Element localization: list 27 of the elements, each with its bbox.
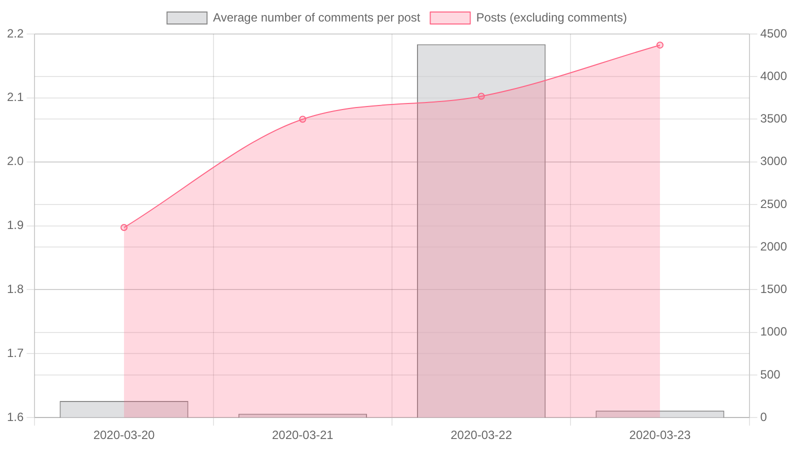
point — [656, 42, 664, 49]
y2-tick-label: 1000 — [760, 324, 788, 339]
point — [478, 92, 485, 100]
y2-tick-label: 500 — [760, 367, 781, 382]
legend-label: Average number of comments per post — [213, 10, 421, 24]
y2-tick-label: 1500 — [760, 282, 788, 296]
y-tick-label: 1.6 — [6, 410, 24, 424]
y-tick-label: 1.9 — [6, 218, 24, 232]
x-tick-label: 2020-03-22 — [450, 428, 512, 442]
y2-tick-label: 3500 — [760, 112, 788, 126]
y-tick-label: 2.2 — [6, 26, 24, 40]
point — [120, 224, 128, 232]
y-tick-label: 1.7 — [6, 346, 24, 360]
y2-tick-label: 2000 — [760, 239, 788, 254]
y2-tick-label: 3000 — [760, 154, 788, 168]
y-tick-label: 1.8 — [6, 282, 24, 296]
legend-label: Posts (excluding comments) — [476, 10, 627, 24]
x-tick-label: 2020-03-20 — [93, 428, 156, 442]
y-tick-label: 2.0 — [6, 154, 24, 168]
y2-tick-label: 4500 — [760, 26, 788, 40]
y2-tick-label: 4000 — [760, 68, 788, 83]
y2-tick-label: 0 — [760, 410, 768, 424]
y2-tick-label: 2500 — [760, 196, 788, 211]
x-tick-label: 2020-03-23 — [629, 428, 691, 442]
y-tick-label: 2.1 — [6, 90, 24, 104]
point — [299, 116, 306, 123]
x-tick-label: 2020-03-21 — [272, 428, 334, 442]
